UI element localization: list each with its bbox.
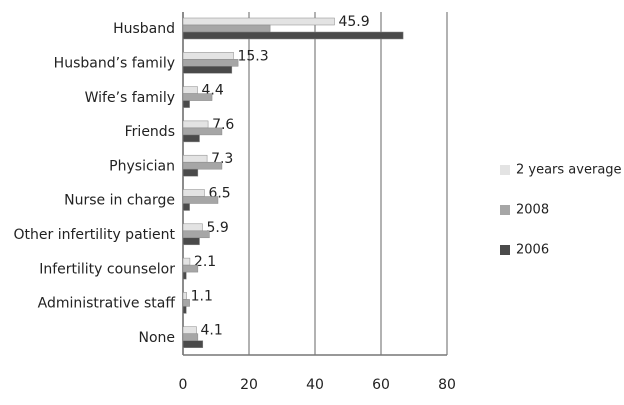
bar <box>182 299 190 307</box>
bar <box>182 120 209 129</box>
bar <box>182 127 223 136</box>
x-tick-label: 0 <box>179 377 188 393</box>
bar <box>182 196 219 204</box>
bar <box>182 100 190 108</box>
bar <box>182 24 271 33</box>
data-label: 45.9 <box>338 14 369 30</box>
bar <box>182 257 191 266</box>
x-tick-label: 40 <box>306 377 324 393</box>
bar <box>182 161 223 170</box>
bar <box>182 271 187 280</box>
bar <box>182 333 199 341</box>
legend-swatch <box>500 245 510 255</box>
y-tick-label: Husband <box>113 21 175 37</box>
legend-label: 2006 <box>516 243 549 258</box>
bar <box>182 189 205 197</box>
legend-swatch <box>500 205 510 215</box>
bar <box>182 59 239 67</box>
bar <box>182 134 200 143</box>
legend-label: 2 years average <box>516 163 622 178</box>
y-tick-label: None <box>138 330 175 346</box>
bar <box>182 52 234 60</box>
x-tick-label: 20 <box>240 377 258 393</box>
bar <box>182 203 190 211</box>
bar <box>182 93 213 101</box>
bar <box>182 264 199 273</box>
y-tick-label: Physician <box>109 158 175 174</box>
bar <box>182 326 197 334</box>
data-label: 5.9 <box>206 220 228 236</box>
y-tick-label: Husband’s family <box>54 55 175 71</box>
y-tick-label: Other infertility patient <box>14 227 176 243</box>
bar <box>182 168 199 177</box>
bar <box>182 86 198 94</box>
bar <box>182 292 187 300</box>
y-tick-label: Administrative staff <box>38 296 176 312</box>
x-tick-label: 60 <box>372 377 390 393</box>
legend-swatch <box>500 165 510 175</box>
y-tick-label: Wife’s family <box>85 90 175 106</box>
bar <box>182 306 187 314</box>
data-label: 4.1 <box>201 323 223 339</box>
bar <box>182 17 335 26</box>
legend-label: 2008 <box>516 203 549 218</box>
bar <box>182 237 200 246</box>
data-label: 15.3 <box>237 48 268 64</box>
bar <box>182 66 233 74</box>
bar <box>182 154 208 163</box>
bar <box>182 223 203 232</box>
data-label: 1.1 <box>191 288 213 304</box>
bar <box>182 340 204 348</box>
y-tick-label: Friends <box>125 124 175 140</box>
y-tick-label: Infertility counselor <box>39 261 175 277</box>
data-label: 2.1 <box>194 254 216 270</box>
y-tick-label: Nurse in charge <box>64 193 175 209</box>
bar <box>182 230 210 239</box>
x-tick-label: 80 <box>438 377 456 393</box>
bar <box>182 31 404 40</box>
